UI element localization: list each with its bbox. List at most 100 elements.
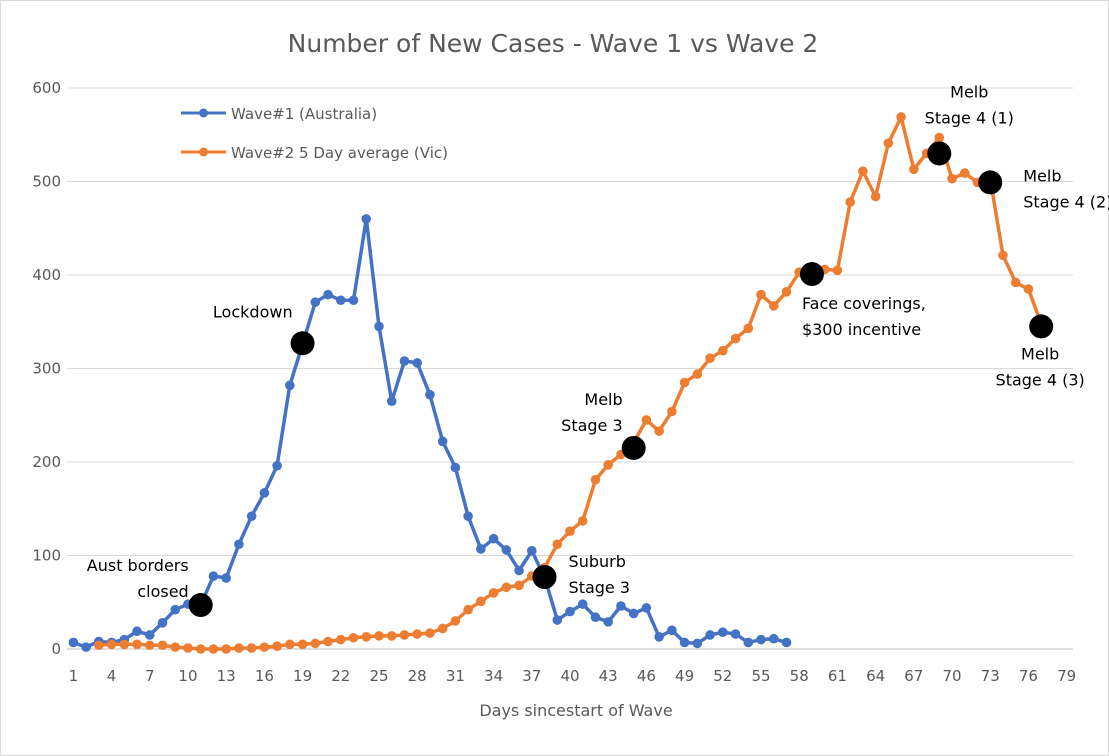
data-point (386, 631, 397, 641)
data-point (1010, 277, 1021, 288)
data-point (998, 250, 1008, 261)
annotation-label: Stage 4 (3) (996, 370, 1085, 389)
data-point (667, 406, 677, 417)
data-point (488, 588, 499, 598)
data-point (106, 639, 117, 650)
data-point (628, 608, 639, 619)
data-point (361, 214, 372, 224)
data-point (934, 132, 945, 143)
data-point (425, 628, 435, 638)
data-point (463, 604, 473, 615)
y-axis-ticks: 0 100 200 300 400 500 600 (32, 79, 61, 658)
data-point (730, 333, 741, 344)
annotation-marker (1029, 314, 1054, 339)
x-tick-label: 40 (560, 667, 579, 685)
x-tick-label: 58 (790, 667, 809, 685)
data-point (361, 632, 372, 642)
data-point (552, 539, 563, 550)
data-point (157, 640, 168, 651)
annotation-label: Lockdown (213, 302, 293, 321)
annotation-3: Suburb Stage 3 (532, 552, 630, 597)
data-point (386, 396, 397, 407)
annotation-marker (799, 262, 824, 287)
data-point (399, 356, 410, 366)
x-tick-label: 70 (942, 667, 961, 685)
data-point (718, 627, 728, 637)
data-point (144, 630, 155, 640)
annotation-label: Stage 3 (561, 416, 623, 435)
data-point (768, 301, 779, 311)
x-tick-label: 61 (828, 667, 847, 685)
data-point (450, 616, 461, 626)
data-point (335, 295, 346, 306)
data-point (730, 629, 741, 639)
data-point (81, 642, 91, 652)
annotation-5: Face coverings, $300 incentive (799, 262, 926, 339)
data-point (603, 460, 614, 470)
data-point (425, 389, 435, 400)
data-point (896, 112, 906, 122)
y-tick-label: 600 (32, 79, 61, 97)
data-point (832, 265, 843, 276)
x-tick-label: 13 (217, 667, 236, 685)
data-point (132, 626, 142, 637)
x-tick-label: 79 (1057, 667, 1076, 685)
annotation-label: Aust borders (87, 556, 189, 575)
annotation-label: Melb (1023, 166, 1061, 185)
y-tick-label: 500 (32, 173, 61, 191)
data-point (870, 191, 881, 202)
data-point (132, 639, 142, 650)
data-point (285, 380, 295, 391)
data-point (692, 638, 703, 649)
data-point (641, 603, 652, 613)
x-tick-label: 22 (331, 667, 350, 685)
data-point (285, 639, 295, 650)
data-point (157, 618, 168, 628)
legend-label-wave1: Wave#1 (Australia) (231, 105, 377, 123)
x-tick-label: 16 (255, 667, 274, 685)
y-tick-label: 200 (32, 453, 61, 471)
data-point (259, 642, 270, 652)
data-point (310, 297, 321, 307)
x-tick-label: 49 (675, 667, 694, 685)
x-tick-label: 52 (713, 667, 732, 685)
data-point (654, 426, 664, 436)
data-point (234, 643, 244, 653)
data-point (119, 639, 130, 650)
x-tick-label: 10 (178, 667, 197, 685)
data-point (272, 460, 282, 471)
x-tick-label: 1 (69, 667, 79, 685)
data-point (590, 474, 601, 485)
annotation-marker (927, 141, 952, 166)
series-layer (68, 112, 1046, 654)
data-point (272, 641, 282, 651)
annotation-2: Lockdown (213, 302, 315, 356)
data-point (234, 539, 244, 550)
x-tick-label: 43 (599, 667, 618, 685)
x-tick-label: 55 (751, 667, 770, 685)
series-2 (94, 112, 1046, 654)
data-point (679, 637, 690, 648)
data-point (144, 640, 155, 651)
y-tick-label: 400 (32, 266, 61, 284)
data-point (768, 633, 779, 644)
data-point (323, 289, 333, 300)
annotation-label: Melb (584, 390, 622, 409)
data-point (374, 321, 384, 332)
data-point (412, 358, 422, 368)
data-point (909, 164, 919, 175)
legend: Wave#1 (Australia) Wave#2 5 Day average … (181, 105, 448, 162)
data-point (335, 634, 346, 645)
annotation-7: Melb Stage 4 (2) (978, 166, 1109, 211)
annotation-marker (290, 331, 315, 356)
data-point (718, 345, 728, 356)
annotation-marker (532, 565, 557, 590)
data-point (437, 436, 448, 447)
annotation-8: Melb Stage 4 (3) (996, 314, 1085, 389)
x-tick-label: 19 (293, 667, 312, 685)
data-point (577, 516, 588, 526)
data-point (348, 632, 359, 643)
